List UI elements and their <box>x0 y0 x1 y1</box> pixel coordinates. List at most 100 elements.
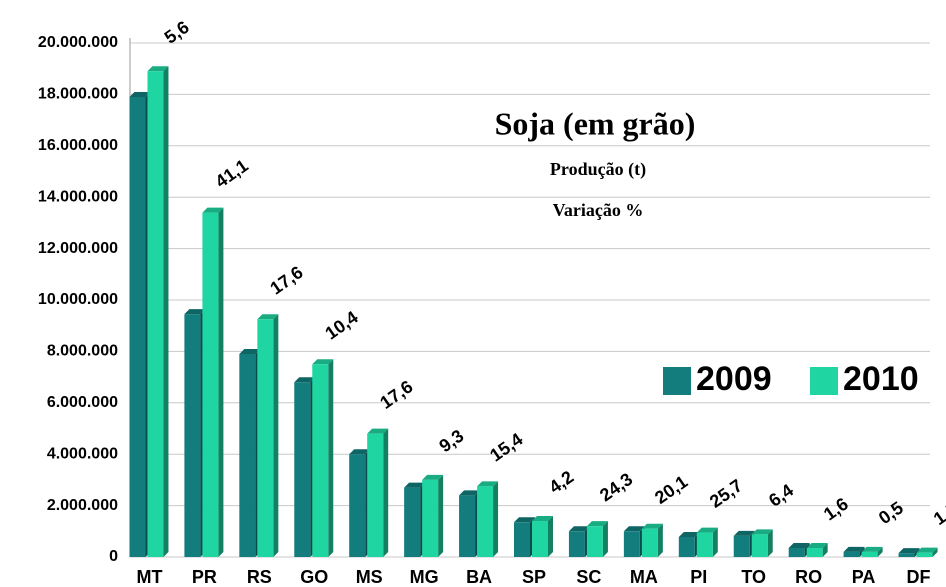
bar-top <box>861 546 883 552</box>
bar-top <box>788 543 810 549</box>
x-tick-label: RS <box>247 567 272 587</box>
y-tick-label: 16.000.000 <box>38 137 118 154</box>
bar <box>404 487 421 557</box>
y-tick-label: 4.000.000 <box>47 445 118 462</box>
y-tick-label: 6.000.000 <box>47 394 118 411</box>
bar <box>257 319 274 557</box>
x-tick-label: RO <box>795 567 822 587</box>
variation-label: 41,1 <box>212 155 252 191</box>
bar-top <box>568 526 590 532</box>
bar <box>788 548 805 557</box>
chart-subtitle: Produção (t) <box>550 159 646 180</box>
bar-top <box>312 359 334 365</box>
variation-label: 1,5 <box>930 498 946 529</box>
bar <box>898 553 915 557</box>
bar-top <box>623 526 645 532</box>
bar <box>147 71 164 558</box>
variation-label: 25,7 <box>706 475 746 511</box>
bar <box>861 551 878 557</box>
bar-top <box>459 490 481 496</box>
bar-top <box>147 66 169 72</box>
x-tick-label: MG <box>410 567 439 587</box>
bar <box>514 522 530 557</box>
variation-label: 10,4 <box>321 307 361 343</box>
x-tick-label: PA <box>852 567 876 587</box>
variation-label: 17,6 <box>376 376 416 412</box>
bar-side <box>383 428 389 557</box>
y-tick-label: 12.000.000 <box>38 240 118 257</box>
legend-swatch <box>663 367 691 395</box>
bar-top <box>751 529 773 535</box>
bar <box>696 532 713 557</box>
variation-label: 20,1 <box>651 471 691 507</box>
bar <box>477 486 494 557</box>
bar <box>641 528 658 557</box>
bar <box>184 314 201 557</box>
bar-top <box>477 481 499 487</box>
bar <box>916 552 933 557</box>
bar-top <box>422 474 444 480</box>
bar-side <box>877 546 883 557</box>
bar <box>843 551 860 557</box>
y-tick-label: 18.000.000 <box>38 86 118 103</box>
x-tick-label: MS <box>356 567 383 587</box>
bar <box>568 531 585 557</box>
bar <box>349 454 366 557</box>
bar <box>532 521 548 557</box>
bar-top <box>257 314 279 320</box>
bar-top <box>916 547 938 553</box>
bar-top <box>898 548 920 554</box>
legend-swatch <box>810 367 838 395</box>
y-tick-label: 20.000.000 <box>38 34 118 51</box>
bar-side <box>163 66 169 558</box>
bar <box>459 495 476 557</box>
y-tick-label: 8.000.000 <box>47 343 118 360</box>
y-tick-label: 14.000.000 <box>38 188 118 205</box>
variation-label: 24,3 <box>596 469 636 505</box>
bar-side <box>822 543 828 557</box>
bar-side <box>657 523 663 557</box>
bar-top <box>404 482 426 488</box>
bar-top <box>184 309 206 315</box>
bar <box>202 212 219 557</box>
bar-top <box>239 348 261 354</box>
x-tick-label: PR <box>192 567 217 587</box>
bar <box>733 535 750 557</box>
bar <box>312 364 329 557</box>
bar-top <box>129 91 151 97</box>
bar-side <box>602 521 608 557</box>
bar-top <box>678 531 700 537</box>
legend-label: 2010 <box>843 360 919 398</box>
x-tick-label: PI <box>690 567 707 587</box>
x-tick-label: SC <box>576 567 601 587</box>
variation-label: 9,3 <box>435 426 467 457</box>
bar-top <box>806 543 828 549</box>
bar-side <box>493 481 499 557</box>
chart-title: Soja (em grão) <box>495 105 696 141</box>
bar-top <box>586 521 608 527</box>
variation-label: 15,4 <box>486 429 526 465</box>
bar <box>129 96 146 557</box>
variation-label: 17,6 <box>267 262 307 298</box>
legend-label: 2009 <box>696 360 772 398</box>
bar-side <box>712 527 718 557</box>
annotation: Variação % <box>553 200 644 220</box>
bar <box>806 548 823 557</box>
bar-top <box>532 516 553 522</box>
bar-top <box>349 449 371 455</box>
y-tick-label: 0 <box>109 548 118 565</box>
bar-top <box>202 207 224 213</box>
x-tick-label: GO <box>300 567 328 587</box>
x-tick-label: SP <box>522 567 546 587</box>
y-tick-label: 2.000.000 <box>47 497 118 514</box>
bar-side <box>273 314 279 557</box>
x-tick-label: MT <box>136 567 162 587</box>
bar-top <box>294 377 316 383</box>
bar <box>422 479 439 557</box>
variation-label: 6,4 <box>765 480 797 511</box>
y-tick-label: 10.000.000 <box>38 291 118 308</box>
bar <box>678 536 695 557</box>
bar-side <box>438 474 444 557</box>
bar-side <box>767 529 773 557</box>
bar <box>294 382 311 557</box>
